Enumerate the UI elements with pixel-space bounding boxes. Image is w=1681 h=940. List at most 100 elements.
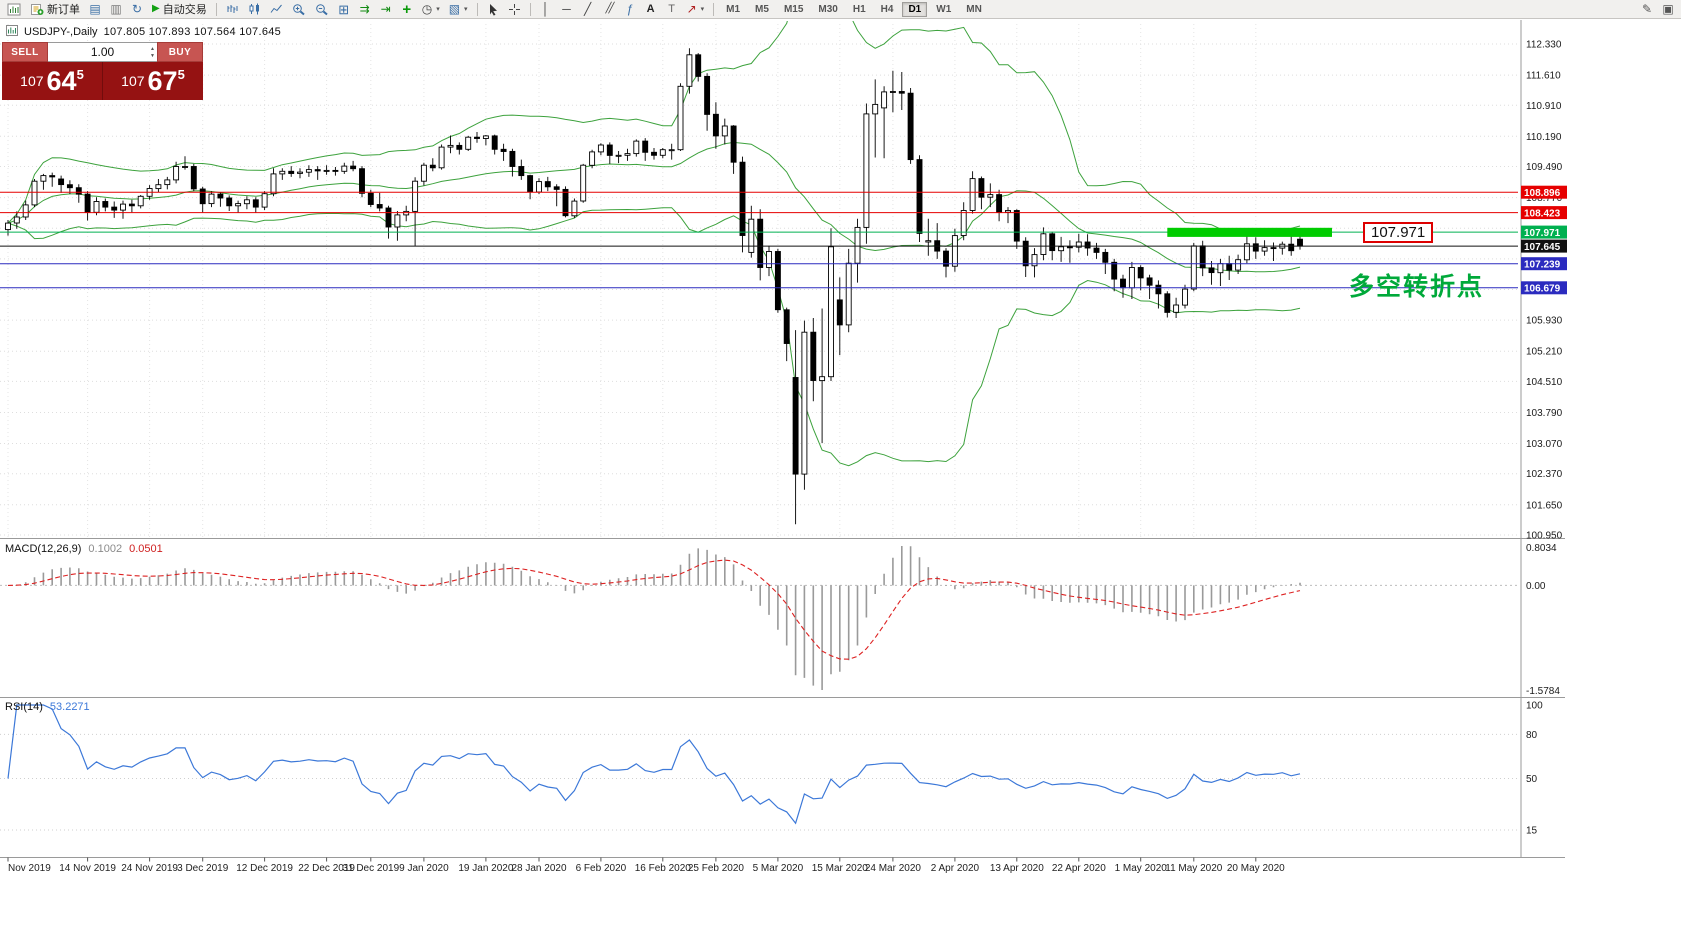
line-chart-button[interactable] <box>266 1 287 18</box>
macd-main-value: 0.1002 <box>88 543 123 555</box>
svg-text:101.650: 101.650 <box>1526 500 1563 511</box>
new-chart-button[interactable] <box>3 1 25 18</box>
svg-text:108.423: 108.423 <box>1524 208 1561 219</box>
buy-price-sub: 5 <box>177 67 185 82</box>
periods-dropdown[interactable]: ◷ ▾ <box>421 2 440 16</box>
new-order-button[interactable]: 新订单 <box>26 1 84 18</box>
svg-text:24 Mar 2020: 24 Mar 2020 <box>865 863 922 874</box>
cursor-button[interactable] <box>483 1 503 18</box>
indicators-button[interactable]: + <box>402 0 412 18</box>
sell-price-button[interactable]: 107 64 5 <box>2 62 103 100</box>
svg-text:9 Jan 2020: 9 Jan 2020 <box>399 863 449 874</box>
price-callout[interactable]: 107.971 <box>1363 222 1434 243</box>
auto-scroll-button[interactable]: ⇉ <box>359 2 370 16</box>
buy-price-button[interactable]: 107 67 5 <box>103 62 203 100</box>
svg-text:107.645: 107.645 <box>1524 242 1561 253</box>
fibonacci-button[interactable]: ƒ <box>626 2 633 16</box>
autotrading-button[interactable]: ▶ 自动交易 <box>152 3 207 17</box>
svg-text:19 Jan 2020: 19 Jan 2020 <box>458 863 513 874</box>
price-grid <box>0 43 1518 536</box>
candlestick-series <box>5 48 1303 525</box>
buy-button[interactable]: BUY <box>157 42 203 62</box>
svg-text:2 Apr 2020: 2 Apr 2020 <box>931 863 980 874</box>
channel-button[interactable]: ╱╱ <box>605 3 615 14</box>
macd-panel: 0.8034 0.00 -1.5784 <box>0 543 1560 697</box>
refresh-icon[interactable]: ↻ <box>131 2 143 16</box>
sell-price-sub: 5 <box>76 67 84 82</box>
charts-icon[interactable]: ▤ <box>89 2 101 16</box>
volume-input[interactable]: 1.00 ▲ ▼ <box>48 42 157 62</box>
svg-text:102.370: 102.370 <box>1526 469 1563 480</box>
toolbar-separator <box>713 2 715 16</box>
bollinger-bands <box>7 21 1301 467</box>
one-click-trading-panel: SELL 1.00 ▲ ▼ BUY 107 64 5 107 67 5 <box>2 42 203 100</box>
chart-icon <box>6 25 18 39</box>
svg-text:100.950: 100.950 <box>1526 531 1563 542</box>
rsi-label: RSI(14) 53.2271 <box>5 701 90 713</box>
spin-down-icon[interactable]: ▼ <box>150 52 155 59</box>
timeframe-m1-button[interactable]: M1 <box>726 3 741 15</box>
horizontal-lines[interactable] <box>0 191 1518 289</box>
crosshair-button[interactable] <box>504 1 525 18</box>
toolbar: 新订单 ▤ ▥ ↻ ▶ 自动交易 ⊞ ⇉ ⇥ + ◷ ▾ ▧ ▾ │ ─ ╱ ╱╱ ƒ A T ↗ ▾ M1 M5 M15 M30 H… <box>0 0 1681 19</box>
toolbar-separator <box>215 2 217 16</box>
arrows-dropdown[interactable]: ↗ ▾ <box>686 2 705 16</box>
rsi-panel: 100 80 50 15 <box>0 701 1543 837</box>
svg-text:31 Dec 2019: 31 Dec 2019 <box>342 863 399 874</box>
select-icon[interactable]: ▣ <box>1662 2 1674 16</box>
timeframe-h1-button[interactable]: H1 <box>852 3 866 15</box>
turning-point-annotation[interactable]: 多空转折点 <box>1349 273 1485 301</box>
zoom-out-button[interactable] <box>311 1 333 18</box>
sell-button[interactable]: SELL <box>2 42 48 62</box>
svg-text:6 Feb 2020: 6 Feb 2020 <box>576 863 627 874</box>
highlight-rectangle[interactable] <box>1167 227 1332 237</box>
toolbar-separator <box>476 2 478 16</box>
svg-text:14 Nov 2019: 14 Nov 2019 <box>59 863 116 874</box>
svg-text:20 May 2020: 20 May 2020 <box>1227 863 1285 874</box>
symbol-period-label: USDJPY-,Daily <box>24 26 98 38</box>
profiles-icon[interactable]: ▥ <box>110 2 122 16</box>
svg-text:103.070: 103.070 <box>1526 439 1563 450</box>
vertical-line-button[interactable]: │ <box>541 2 550 16</box>
svg-text:0.00: 0.00 <box>1526 581 1546 592</box>
volume-spinner[interactable]: ▲ ▼ <box>150 44 155 60</box>
svg-text:-1.5784: -1.5784 <box>1526 686 1560 697</box>
svg-text:0.8034: 0.8034 <box>1526 543 1557 554</box>
spin-up-icon[interactable]: ▲ <box>150 45 155 52</box>
trendline-button[interactable]: ╱ <box>583 2 592 16</box>
timeframe-m5-button[interactable]: M5 <box>755 3 769 15</box>
svg-text:104.510: 104.510 <box>1526 377 1563 388</box>
candlestick-chart-button[interactable] <box>244 1 265 18</box>
chart-title: USDJPY-,Daily 107.805 107.893 107.564 10… <box>6 25 281 39</box>
macd-signal-line <box>7 559 1301 660</box>
tile-windows-button[interactable]: ⊞ <box>338 1 350 17</box>
horizontal-line-button[interactable]: ─ <box>562 2 571 16</box>
svg-text:11 May 2020: 11 May 2020 <box>1165 863 1223 874</box>
timeframe-d1-button[interactable]: D1 <box>902 1 928 17</box>
ohlc-values: 107.805 107.893 107.564 107.645 <box>103 26 282 38</box>
svg-text:28 Jan 2020: 28 Jan 2020 <box>511 863 566 874</box>
price-axis-labels: 112.330111.610110.910110.190109.490108.7… <box>1526 40 1563 542</box>
chart-shift-button[interactable]: ⇥ <box>380 2 391 16</box>
text-label-button[interactable]: T <box>668 2 675 15</box>
rsi-name: RSI(14) <box>5 701 43 713</box>
svg-text:105.930: 105.930 <box>1526 316 1563 327</box>
svg-text:107.971: 107.971 <box>1524 228 1561 239</box>
text-button[interactable]: A <box>646 2 655 15</box>
sell-price-base: 107 <box>20 73 44 89</box>
zoom-in-button[interactable] <box>288 1 310 18</box>
svg-text:13 Apr 2020: 13 Apr 2020 <box>990 863 1044 874</box>
timeframe-w1-button[interactable]: W1 <box>936 3 952 15</box>
timeframe-mn-button[interactable]: MN <box>966 3 982 15</box>
timeframe-m15-button[interactable]: M15 <box>783 3 804 15</box>
svg-text:25 Feb 2020: 25 Feb 2020 <box>688 863 745 874</box>
bar-chart-button[interactable] <box>222 1 243 18</box>
timeframe-h4-button[interactable]: H4 <box>880 3 894 15</box>
edit-icon[interactable]: ✎ <box>1641 2 1653 16</box>
timeframe-m30-button[interactable]: M30 <box>818 3 838 15</box>
templates-dropdown[interactable]: ▧ ▾ <box>448 2 468 16</box>
panel-separators[interactable] <box>0 538 1565 858</box>
svg-text:112.330: 112.330 <box>1526 40 1562 51</box>
